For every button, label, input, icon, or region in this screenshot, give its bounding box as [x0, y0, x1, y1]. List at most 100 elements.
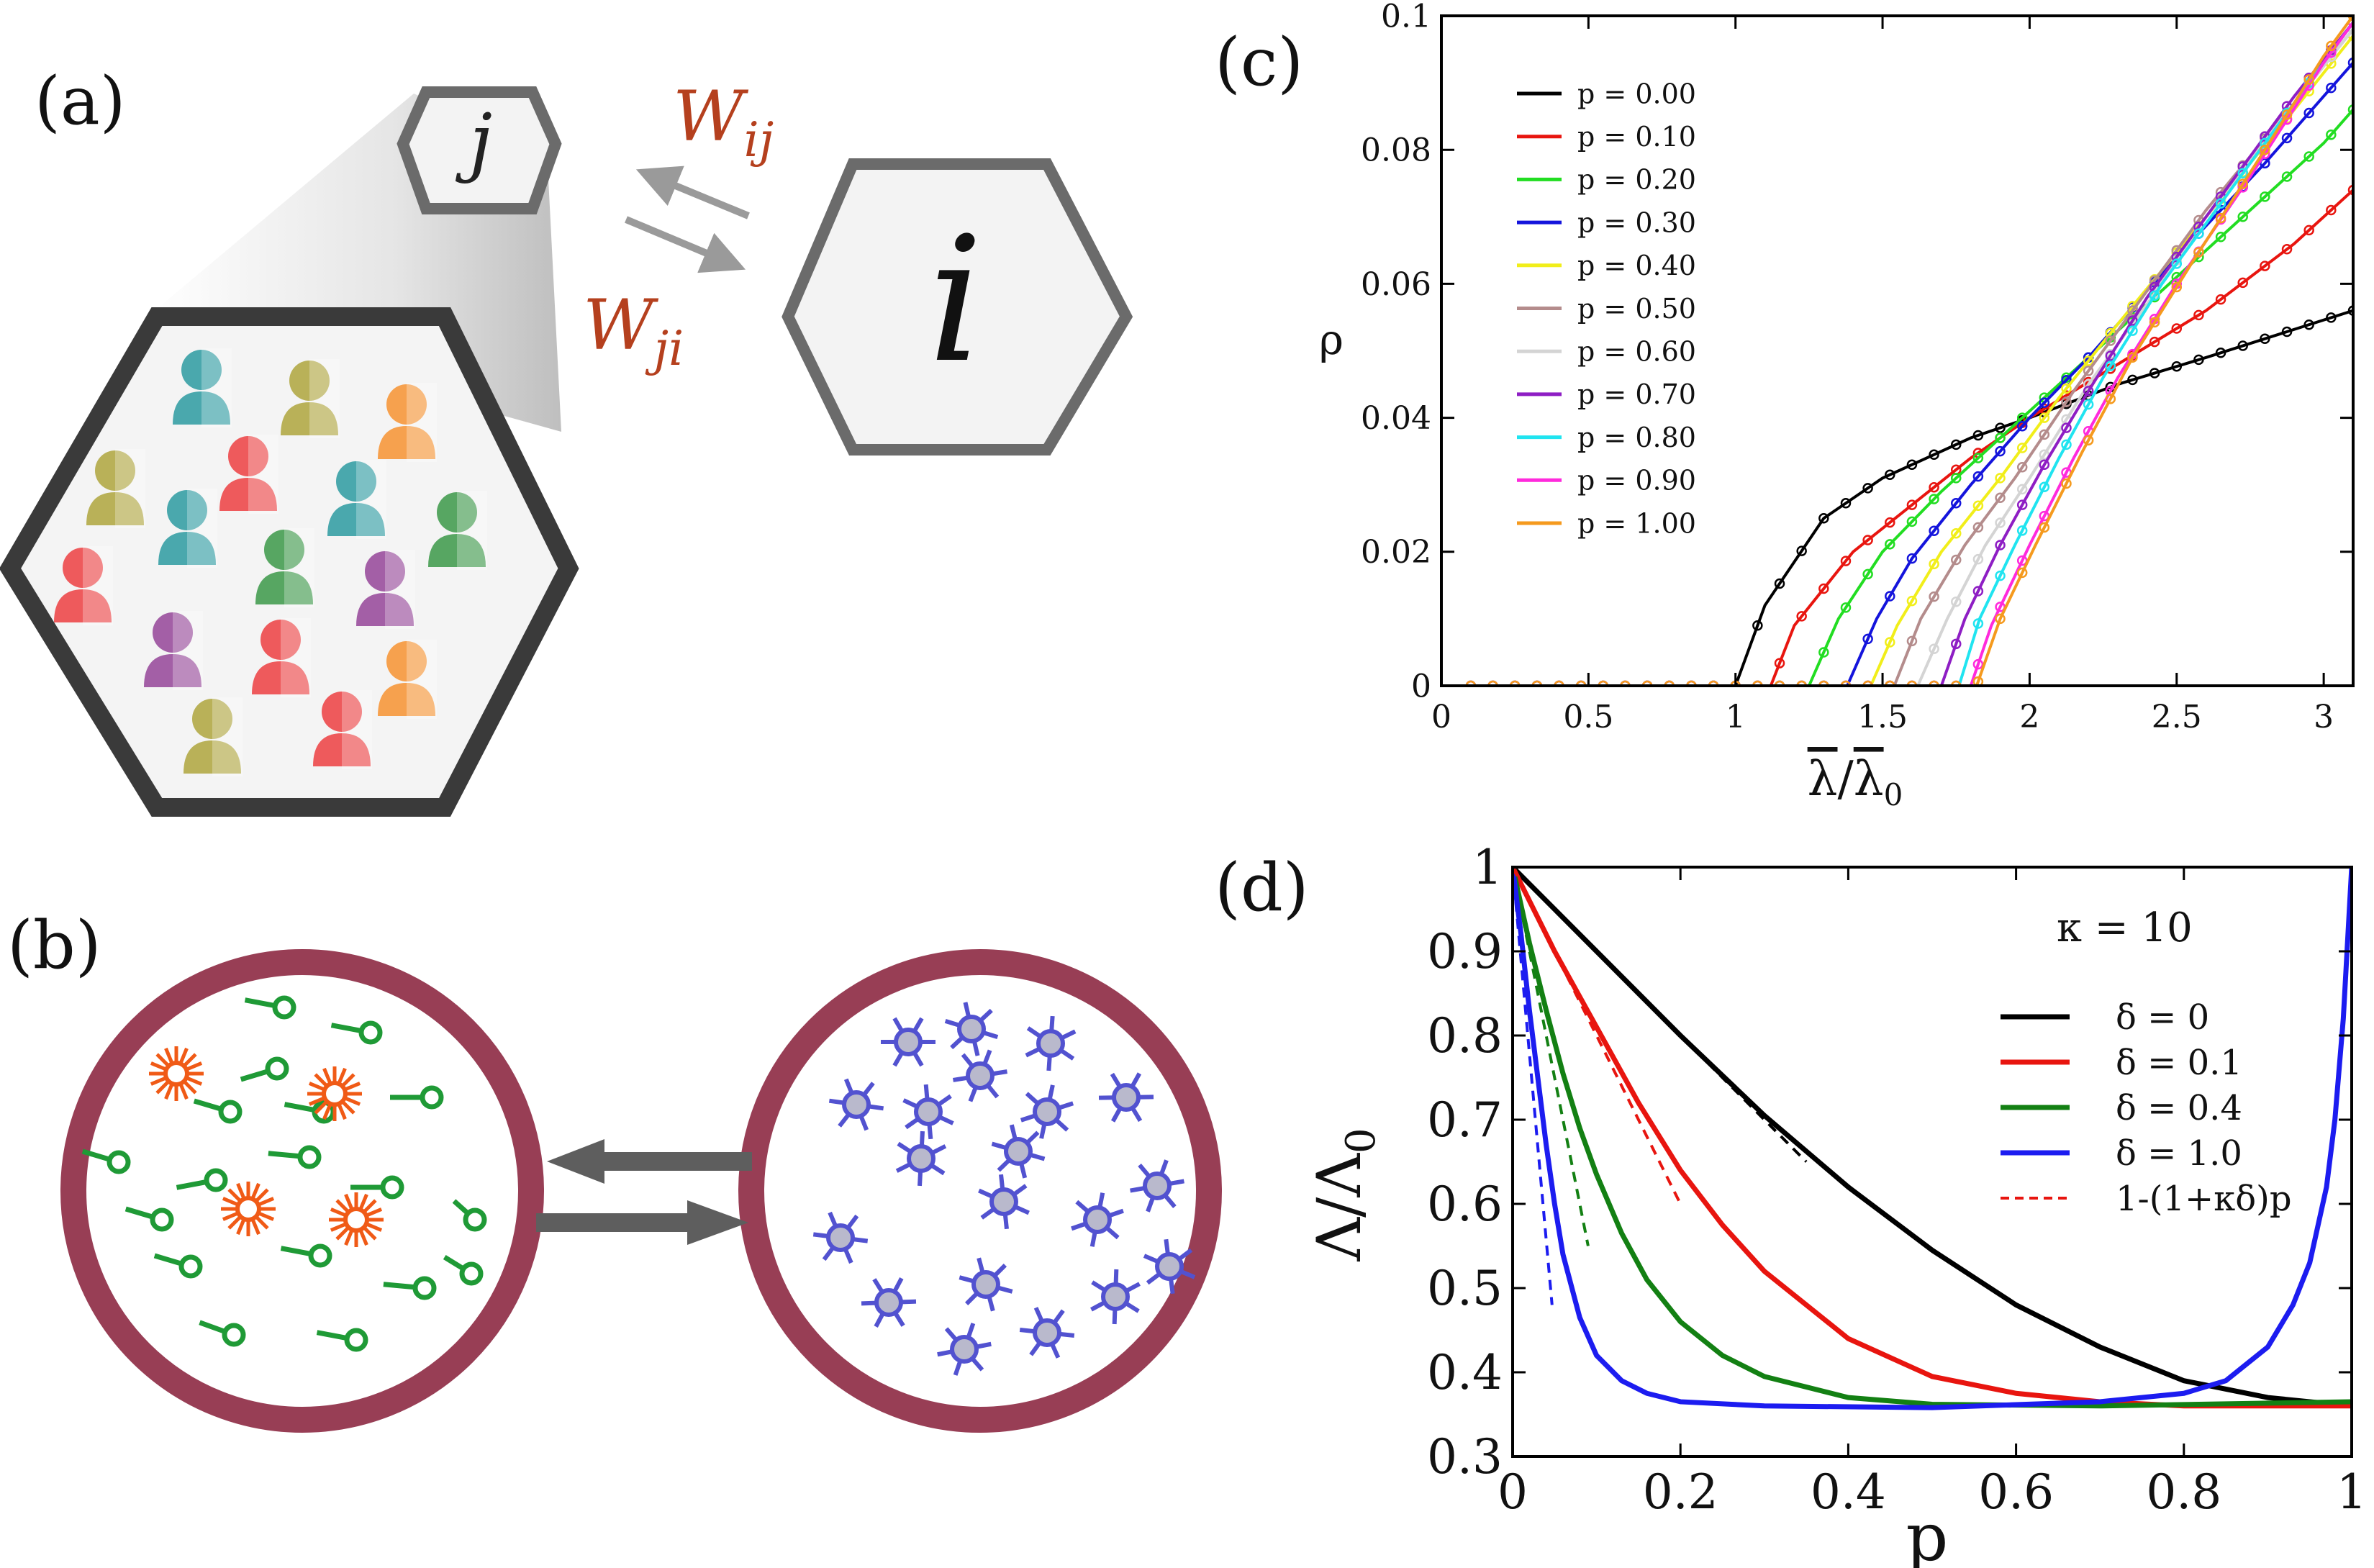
- series-line: [1470, 109, 2353, 686]
- ligand-particle: [959, 1257, 1013, 1312]
- legend-label: p = 0.20: [1577, 164, 1696, 196]
- person-icon: [144, 611, 203, 690]
- data-point: [2281, 109, 2293, 120]
- data-point: [1950, 638, 1962, 650]
- legend-label: p = 0.60: [1577, 336, 1696, 368]
- panel-c-label: (c): [1215, 24, 1303, 101]
- panel-a: (a) j Wij Wji i: [0, 63, 1133, 817]
- receptor-particle: [244, 995, 296, 1020]
- data-point: [2347, 104, 2353, 115]
- left-particles: [81, 995, 487, 1352]
- series-line: [1513, 867, 2352, 1409]
- panel-d: (d) Λ/Λ0 0 0.2 0.4 0.6 0.8 10.30.40.50.60.70.…: [1215, 840, 2367, 1568]
- data-point: [1950, 527, 1962, 539]
- person-icon: [313, 690, 372, 769]
- data-point: [1972, 453, 1984, 463]
- data-point: [1620, 680, 1631, 686]
- data-point: [2237, 212, 2248, 222]
- panel-c-xlabel: λ/λ0: [1808, 751, 1903, 812]
- star-particle: [149, 1046, 204, 1101]
- receptor-particle: [452, 1199, 487, 1232]
- data-point: [2260, 260, 2270, 271]
- x-tick-label: 0: [1431, 699, 1451, 735]
- data-point: [1972, 500, 1984, 512]
- x-tick-label: 0.5: [1563, 699, 1613, 735]
- people-group: [54, 348, 487, 776]
- data-point: [2083, 399, 2094, 410]
- compartment-left: [60, 949, 544, 1433]
- data-point: [2326, 204, 2337, 216]
- data-point: [1774, 658, 1785, 669]
- receptor-particle: [81, 1148, 131, 1174]
- data-point: [2326, 40, 2337, 52]
- ligand-particle: [978, 1174, 1030, 1230]
- x-tick-label: 1.5: [1857, 699, 1908, 735]
- data-point: [2215, 231, 2226, 243]
- data-point: [1774, 578, 1785, 589]
- data-point: [1950, 680, 1962, 686]
- data-point: [2193, 228, 2204, 239]
- y-tick-label: 1: [1472, 840, 1503, 895]
- chart-c-frame: [1440, 14, 2355, 687]
- data-point: [2039, 459, 2050, 471]
- data-point: [1554, 680, 1564, 686]
- chart-c: 0 0.5 1 1.5 2 2.5 3 0 0.02 0.04 0.06 0.08 0.1 p = 0.0…: [1361, 0, 2355, 735]
- x-tick-label: 2: [2019, 699, 2039, 735]
- person-icon: [281, 359, 340, 438]
- data-point: [1995, 473, 2006, 484]
- data-point: [2171, 258, 2183, 269]
- data-point: [2326, 130, 2337, 140]
- receptor-particle: [240, 1056, 289, 1082]
- node-i-label: i: [928, 199, 984, 401]
- data-point: [2016, 443, 2028, 453]
- panel-c-xlabel-lambda: λ: [1808, 751, 1838, 807]
- star-particle: [307, 1066, 362, 1121]
- ligand-particle: [1020, 1084, 1074, 1139]
- data-point: [2127, 325, 2138, 336]
- flux-arrow-right: [536, 1200, 748, 1245]
- data-point: [1972, 618, 1984, 629]
- arrow-j-to-i: [635, 166, 750, 219]
- person-icon: [378, 640, 437, 719]
- person-icon: [54, 546, 113, 625]
- panel-d-xlabel: p: [1906, 1499, 1949, 1568]
- data-point: [2215, 348, 2226, 358]
- star-particle: [221, 1182, 276, 1236]
- data-point: [1929, 494, 1939, 504]
- data-point: [1796, 680, 1807, 686]
- data-point: [2326, 82, 2337, 94]
- data-point: [2303, 225, 2314, 236]
- data-point: [2039, 481, 2050, 493]
- panel-a-label: (a): [35, 63, 126, 140]
- data-point: [1664, 680, 1675, 686]
- legend-label: p = 0.80: [1577, 422, 1696, 453]
- data-point: [2016, 567, 2028, 579]
- ligand-particle: [1143, 1238, 1196, 1295]
- data-point: [2083, 355, 2094, 366]
- data-point: [2215, 212, 2226, 224]
- label-wij-sub: ij: [744, 112, 774, 168]
- x-tick-label: 2.5: [2152, 699, 2202, 735]
- data-point: [2039, 429, 2050, 440]
- data-point: [2193, 309, 2204, 321]
- label-wji-sub: ji: [645, 321, 684, 376]
- receptor-particle: [124, 1206, 174, 1232]
- receptor-particle: [383, 1276, 437, 1300]
- panel-c-ylabel: ρ: [1319, 315, 1344, 364]
- data-point: [1509, 680, 1521, 686]
- data-point: [1796, 545, 1807, 556]
- data-point: [2039, 397, 2050, 408]
- star-particle: [329, 1192, 384, 1247]
- x-tick-label: 0.4: [1811, 1464, 1886, 1520]
- chart-d-frame: [1511, 866, 2353, 1458]
- legend-label: p = 0.90: [1577, 465, 1696, 497]
- ligand-particle: [861, 1277, 917, 1328]
- data-point: [1906, 635, 1918, 647]
- data-point: [2237, 340, 2248, 351]
- data-point: [1972, 553, 1984, 565]
- data-point: [1598, 680, 1609, 686]
- approx-dashed-line: [1513, 867, 1590, 1246]
- series-line: [1470, 16, 2353, 686]
- series-line: [1470, 61, 2353, 686]
